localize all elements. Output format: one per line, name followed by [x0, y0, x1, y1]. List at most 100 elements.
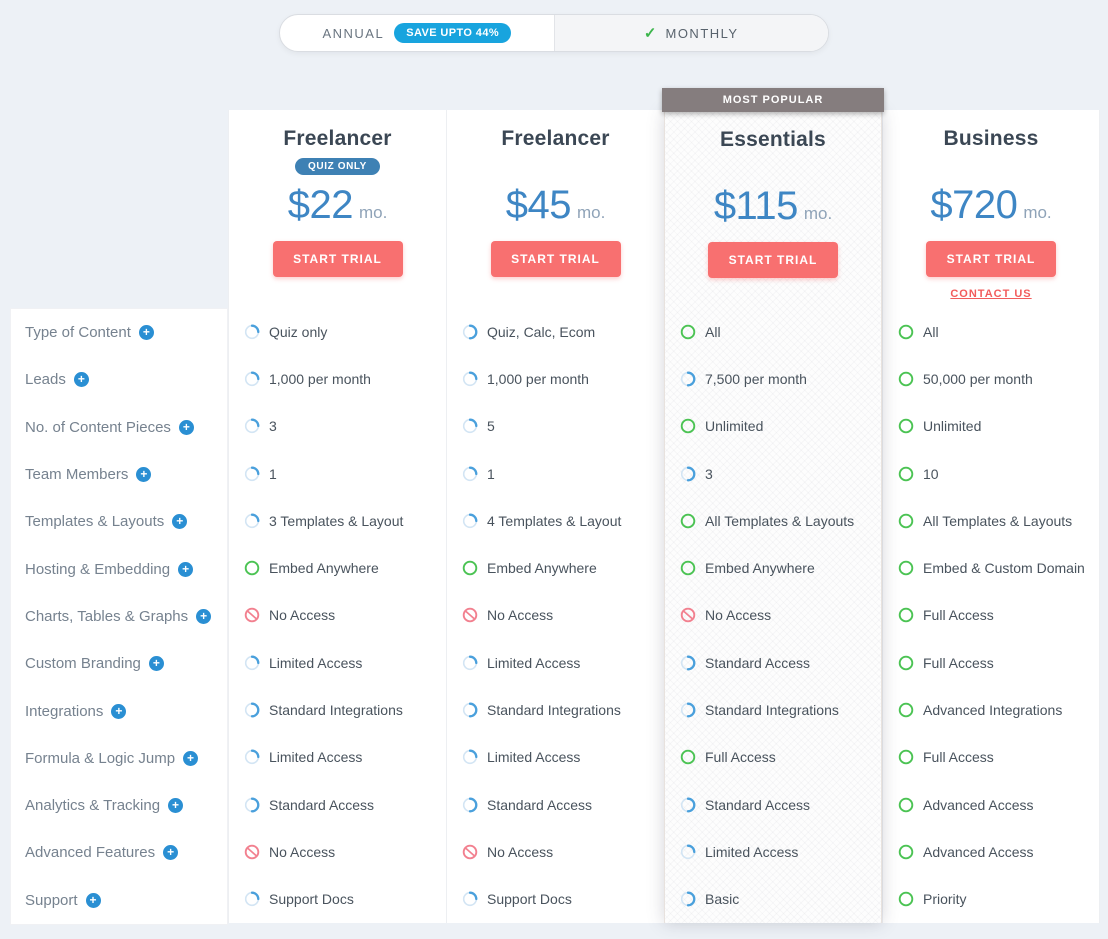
start-trial-button[interactable]: START TRIAL — [272, 241, 403, 277]
feature-label-row: Custom Branding — [11, 640, 227, 687]
plus-icon[interactable] — [111, 703, 127, 719]
feature-cell: Standard Access — [447, 781, 664, 828]
no-access-icon — [462, 844, 478, 860]
feature-cell: 10 — [883, 450, 1099, 497]
included-icon — [680, 749, 696, 765]
limited-tier-icon — [244, 324, 260, 340]
feature-label-row: Analytics & Tracking — [11, 782, 227, 829]
price-amount: $22 — [287, 183, 354, 227]
feature-cell: Advanced Access — [883, 781, 1099, 828]
plus-icon[interactable] — [148, 656, 164, 672]
plan-header: Business $720 mo. START TRIAL CONTACT US — [883, 110, 1099, 308]
limited-tier-icon — [462, 891, 478, 907]
feature-cell-text: Full Access — [923, 607, 994, 624]
feature-label-row: Templates & Layouts — [11, 498, 227, 545]
plus-icon[interactable] — [183, 750, 199, 766]
plus-icon[interactable] — [178, 419, 194, 435]
standard-tier-icon — [680, 702, 696, 718]
start-trial-button[interactable]: START TRIAL — [708, 242, 838, 278]
start-trial-button[interactable]: START TRIAL — [926, 241, 1056, 277]
feature-cell-text: Standard Access — [487, 796, 593, 813]
standard-tier-icon — [462, 702, 478, 718]
plan-feature-cells: Quiz only 1,000 per month 3 1 3 Templates & … — [229, 308, 446, 923]
feature-cell: 3 — [665, 450, 881, 497]
plan-feature-cells: All 50,000 per month Unlimited 10 All Templa… — [883, 308, 1099, 923]
feature-cell: 7,500 per month — [665, 355, 881, 402]
feature-cell: Full Access — [883, 734, 1099, 781]
standard-tier-icon — [680, 891, 696, 907]
plan-name: Essentials — [720, 128, 826, 151]
feature-cell: No Access — [229, 592, 446, 639]
feature-cell-text: Full Access — [923, 749, 994, 766]
feature-cell-text: Standard Integrations — [705, 702, 839, 719]
feature-cell: Embed & Custom Domain — [883, 544, 1099, 591]
plan-card: Freelancer $45 mo. START TRIAL Quiz, Calc, E… — [446, 110, 664, 923]
feature-cell-text: Embed Anywhere — [705, 560, 815, 577]
plus-icon[interactable] — [73, 372, 89, 388]
included-icon — [898, 371, 914, 387]
included-icon — [898, 655, 914, 671]
feature-label: Team Members — [25, 466, 129, 484]
feature-cell: Full Access — [883, 639, 1099, 686]
feature-cell-text: 3 Templates & Layout — [269, 512, 404, 529]
limited-tier-icon — [244, 513, 260, 529]
limited-tier-icon — [244, 891, 260, 907]
included-icon — [898, 466, 914, 482]
included-icon — [898, 891, 914, 907]
start-trial-button[interactable]: START TRIAL — [490, 241, 621, 277]
billing-toggle: ANNUAL SAVE UPTO 44% ✓ MONTHLY — [279, 14, 829, 52]
feature-cell: No Access — [665, 592, 881, 639]
feature-cell: 1,000 per month — [229, 355, 446, 402]
features-column: Type of Content Leads No. of Content Piece… — [10, 88, 228, 925]
feature-cell-text: 10 — [923, 465, 939, 482]
feature-labels-card: Type of Content Leads No. of Content Piece… — [10, 308, 228, 925]
plus-icon[interactable] — [196, 608, 212, 624]
plan-header: Essentials $115 mo. START TRIAL — [665, 112, 881, 308]
check-icon: ✓ — [643, 25, 657, 42]
plan-header: Freelancer $45 mo. START TRIAL — [447, 110, 664, 308]
feature-cell-text: 1,000 per month — [487, 370, 589, 387]
standard-tier-icon — [462, 797, 478, 813]
contact-us-link[interactable]: CONTACT US — [950, 288, 1032, 300]
annual-label: ANNUAL — [322, 25, 385, 41]
plus-icon[interactable] — [138, 325, 154, 341]
limited-tier-icon — [244, 749, 260, 765]
feature-cell-text: Limited Access — [269, 654, 363, 671]
feature-cell-text: Advanced Access — [923, 843, 1034, 860]
price-period: mo. — [803, 204, 833, 223]
most-popular-banner: MOST POPULAR — [662, 88, 884, 112]
feature-cell: Quiz, Calc, Ecom — [447, 308, 664, 355]
save-badge: SAVE UPTO 44% — [394, 23, 512, 43]
toggle-monthly[interactable]: ✓ MONTHLY — [553, 15, 828, 51]
price-amount: $115 — [713, 184, 799, 228]
standard-tier-icon — [244, 797, 260, 813]
feature-label-row: Support — [11, 877, 227, 924]
feature-cell-text: 3 — [705, 465, 713, 482]
feature-cell-text: 50,000 per month — [923, 370, 1033, 387]
feature-cell-text: Quiz only — [269, 323, 328, 340]
feature-cell-text: Standard Integrations — [487, 702, 621, 719]
feature-cell-text: Embed Anywhere — [269, 560, 379, 577]
limited-tier-icon — [462, 466, 478, 482]
plan-column-business: Business $720 mo. START TRIAL CONTACT US All 5… — [882, 88, 1100, 923]
included-icon — [898, 513, 914, 529]
feature-cell-text: Advanced Access — [923, 796, 1034, 813]
plus-icon[interactable] — [172, 514, 188, 530]
plus-icon[interactable] — [178, 561, 194, 577]
feature-cell: Standard Access — [229, 781, 446, 828]
toggle-annual[interactable]: ANNUAL SAVE UPTO 44% — [280, 15, 554, 51]
plan-card: Freelancer QUIZ ONLY $22 mo. START TRIAL Quiz… — [228, 110, 446, 923]
plus-icon[interactable] — [136, 467, 152, 483]
feature-cell: 5 — [447, 403, 664, 450]
feature-cell: Limited Access — [229, 639, 446, 686]
plan-name: Business — [943, 127, 1039, 150]
plus-icon[interactable] — [168, 798, 184, 814]
column-spacer — [228, 88, 446, 110]
plus-icon[interactable] — [85, 892, 101, 908]
feature-label: Charts, Tables & Graphs — [25, 607, 189, 625]
plus-icon[interactable] — [163, 845, 179, 861]
included-icon — [680, 418, 696, 434]
column-spacer — [882, 88, 1100, 110]
feature-cell-text: Limited Access — [487, 654, 581, 671]
plan-card: Essentials $115 mo. START TRIAL All 7,500 per… — [664, 112, 882, 923]
